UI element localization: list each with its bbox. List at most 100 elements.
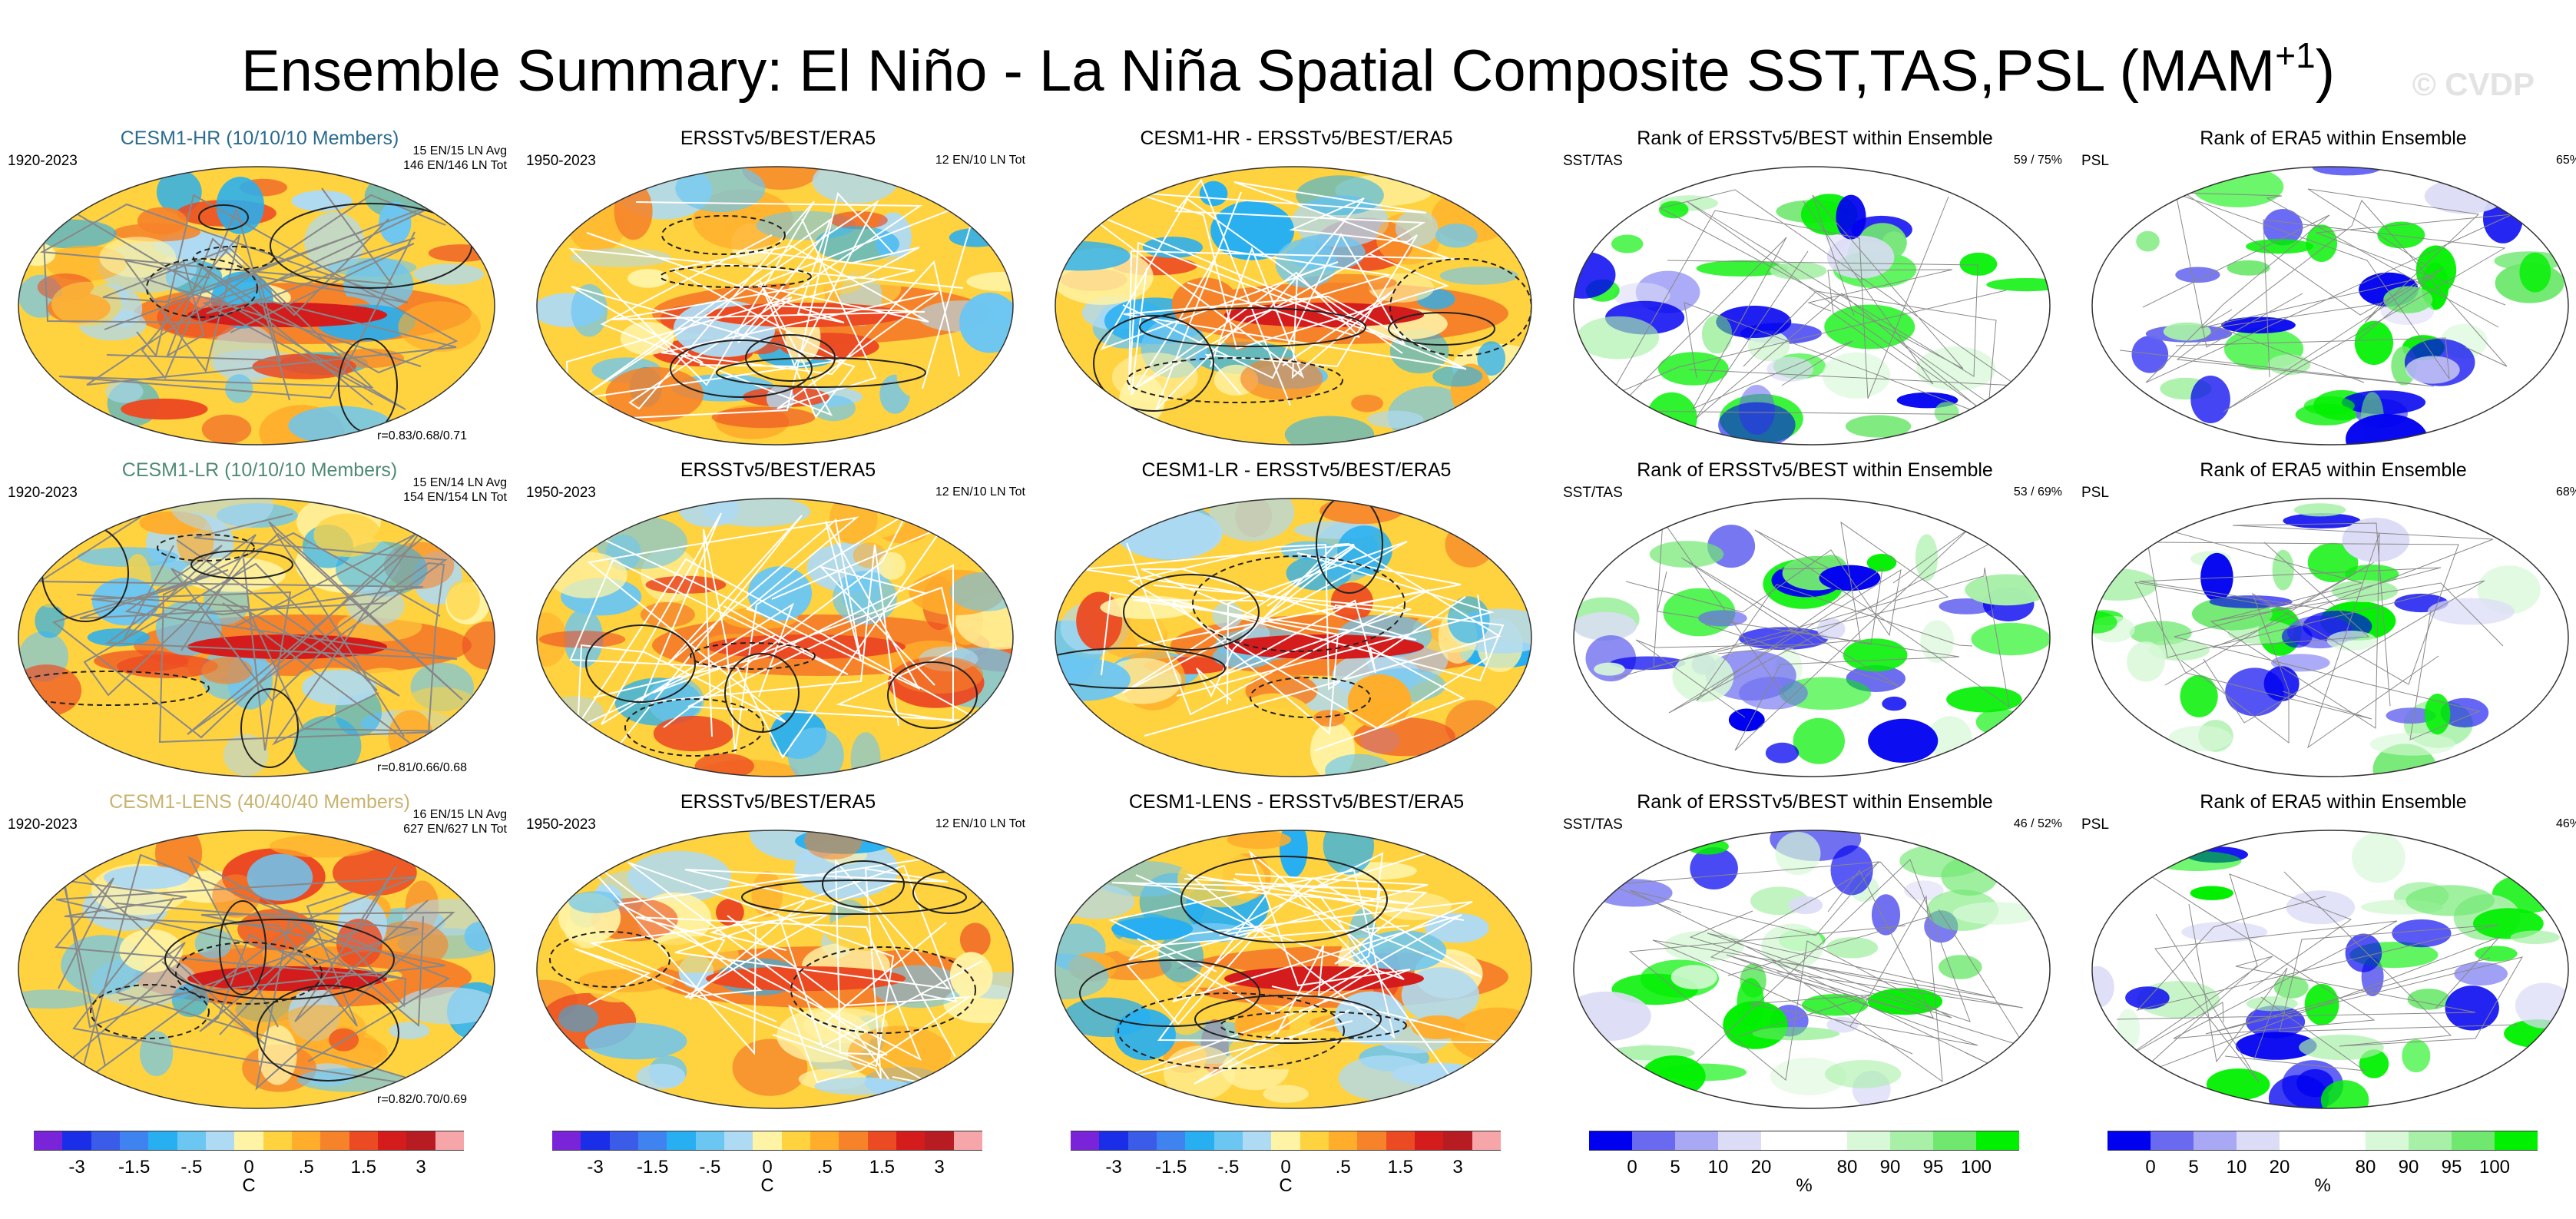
map-field-blob	[1718, 402, 1796, 445]
coastline	[55, 853, 451, 1088]
map-field-blob	[605, 366, 704, 422]
map-field-blob	[1824, 1060, 1902, 1088]
psl-contour	[90, 984, 210, 1039]
map-field-blob	[1224, 966, 1424, 991]
map-panel-rank2: Rank of ERA5 within Ensemble PSL 46%	[2080, 790, 2576, 1111]
coastline	[37, 516, 424, 751]
coastline	[611, 247, 925, 320]
coastline	[48, 897, 446, 1090]
variable-label: PSL	[2081, 817, 2109, 833]
map-field-blob	[1739, 677, 1808, 710]
map-field-blob	[2225, 667, 2285, 717]
coastline	[2188, 903, 2366, 1072]
map-obs	[536, 166, 1014, 446]
psl-contour	[1250, 677, 1371, 718]
coastline	[599, 515, 921, 746]
colorbar-box	[1589, 1131, 1632, 1151]
variable-label: SST/TAS	[1563, 817, 1623, 833]
map-field-blob	[614, 181, 653, 240]
psl-contour	[1194, 995, 1382, 1044]
pattern-correlation: r=0.82/0.70/0.69	[377, 1093, 467, 1106]
event-avg: 16 EN/15 LN Avg	[412, 808, 507, 821]
rank-percent: 46 / 52%	[2013, 817, 2062, 830]
rank-colorbar: 0 5 10 20 80 90 95 100%	[2107, 1131, 2553, 1196]
colorbar-tick-label: 80	[1836, 1157, 1858, 1178]
map-field-blob	[1701, 314, 1733, 354]
period-label: 1950-2023	[526, 485, 596, 501]
map-outline	[536, 166, 1014, 446]
map-field-blob	[1199, 181, 1228, 207]
map-panel-rank2: Rank of ERA5 within Ensemble PSL 65%	[2080, 127, 2576, 448]
map-field-blob	[1576, 316, 1659, 359]
coastline	[1625, 532, 2011, 714]
colorbar-unit: C	[1279, 1175, 1293, 1196]
map-field-blob	[751, 871, 783, 918]
map-field-blob	[1163, 1045, 1236, 1101]
map-field-blob	[854, 256, 931, 286]
map-field-blob	[1163, 983, 1210, 1035]
map-outline	[1055, 166, 1532, 446]
colorbar-tick-label: 0	[1627, 1157, 1637, 1178]
map-field-blob	[694, 753, 754, 777]
colorbar-tick-label: 3	[416, 1157, 426, 1178]
panel-title: CESM1-HR - ERSSTv5/BEST/ERA5	[1140, 128, 1453, 149]
colorbar-box	[638, 1131, 667, 1151]
map-field-blob	[1836, 194, 1866, 240]
colorbar-box	[349, 1131, 378, 1151]
map-field-blob	[2427, 598, 2515, 625]
colorbar-box	[406, 1131, 435, 1151]
rank-percent: 65%	[2555, 154, 2576, 167]
map-field-blob	[1672, 652, 1734, 702]
panel-title: CESM1-LENS - ERSSTv5/BEST/ERA5	[1128, 791, 1465, 813]
map-field-blob	[1280, 830, 1308, 878]
map-field-blob	[1946, 686, 2022, 713]
psl-contour	[1180, 856, 1388, 943]
map-field-blob	[2342, 390, 2426, 415]
colorbar-box	[925, 1131, 954, 1151]
colorbar-box	[91, 1131, 120, 1151]
colorbar-box	[1718, 1131, 1761, 1151]
event-tot: 12 EN/10 LN Tot	[935, 485, 1025, 499]
colorbar-box	[2409, 1131, 2452, 1151]
coastline	[51, 525, 425, 746]
map-field-blob	[194, 928, 232, 959]
colorbar-box	[2151, 1131, 2194, 1151]
map-field-blob	[105, 380, 144, 403]
event-tot: 146 EN/146 LN Tot	[403, 159, 507, 172]
panel-title: ERSSTv5/BEST/ERA5	[680, 459, 876, 481]
colorbar-tick-label: 10	[2226, 1157, 2247, 1178]
map-field-blob	[1939, 955, 1982, 979]
colorbar-box	[1386, 1131, 1415, 1151]
map-panel-rank1: Rank of ERSSTv5/BEST within Ensemble SST/…	[1561, 790, 2068, 1111]
colorbar-box	[2194, 1131, 2237, 1151]
psl-contour	[190, 550, 293, 579]
coastline	[569, 525, 945, 759]
map-field-blob	[716, 898, 744, 926]
map-field-blob	[2405, 885, 2495, 916]
coastline	[1696, 567, 1973, 701]
map-field-blob	[1826, 937, 1879, 959]
colorbar-box	[2237, 1131, 2280, 1151]
colorbar-tick-label: 3	[1452, 1157, 1463, 1178]
panel-title: Rank of ERSSTv5/BEST within Ensemble	[1637, 791, 1993, 813]
psl-contour	[198, 204, 249, 230]
map-field-blob	[19, 242, 56, 267]
map-model	[18, 498, 495, 777]
map-field-blob	[35, 604, 65, 638]
colorbar-box	[724, 1131, 753, 1151]
map-field-blob	[1057, 883, 1135, 919]
map-field-blob	[2272, 549, 2294, 591]
colorbar-box	[1357, 1131, 1386, 1151]
map-field-blob	[568, 891, 624, 913]
colorbar-box	[1157, 1131, 1186, 1151]
map-field-blob	[296, 1068, 403, 1092]
period-label: 1950-2023	[526, 817, 596, 833]
map-field-blob	[2454, 962, 2508, 985]
psl-contour	[219, 900, 267, 995]
coastline	[2217, 188, 2480, 383]
rank-percent: 59 / 75%	[2013, 154, 2062, 167]
map-field-blob	[1657, 352, 1729, 386]
psl-contour	[1093, 315, 1214, 412]
colorbar-box	[62, 1131, 91, 1151]
psl-contour	[1388, 312, 1495, 346]
